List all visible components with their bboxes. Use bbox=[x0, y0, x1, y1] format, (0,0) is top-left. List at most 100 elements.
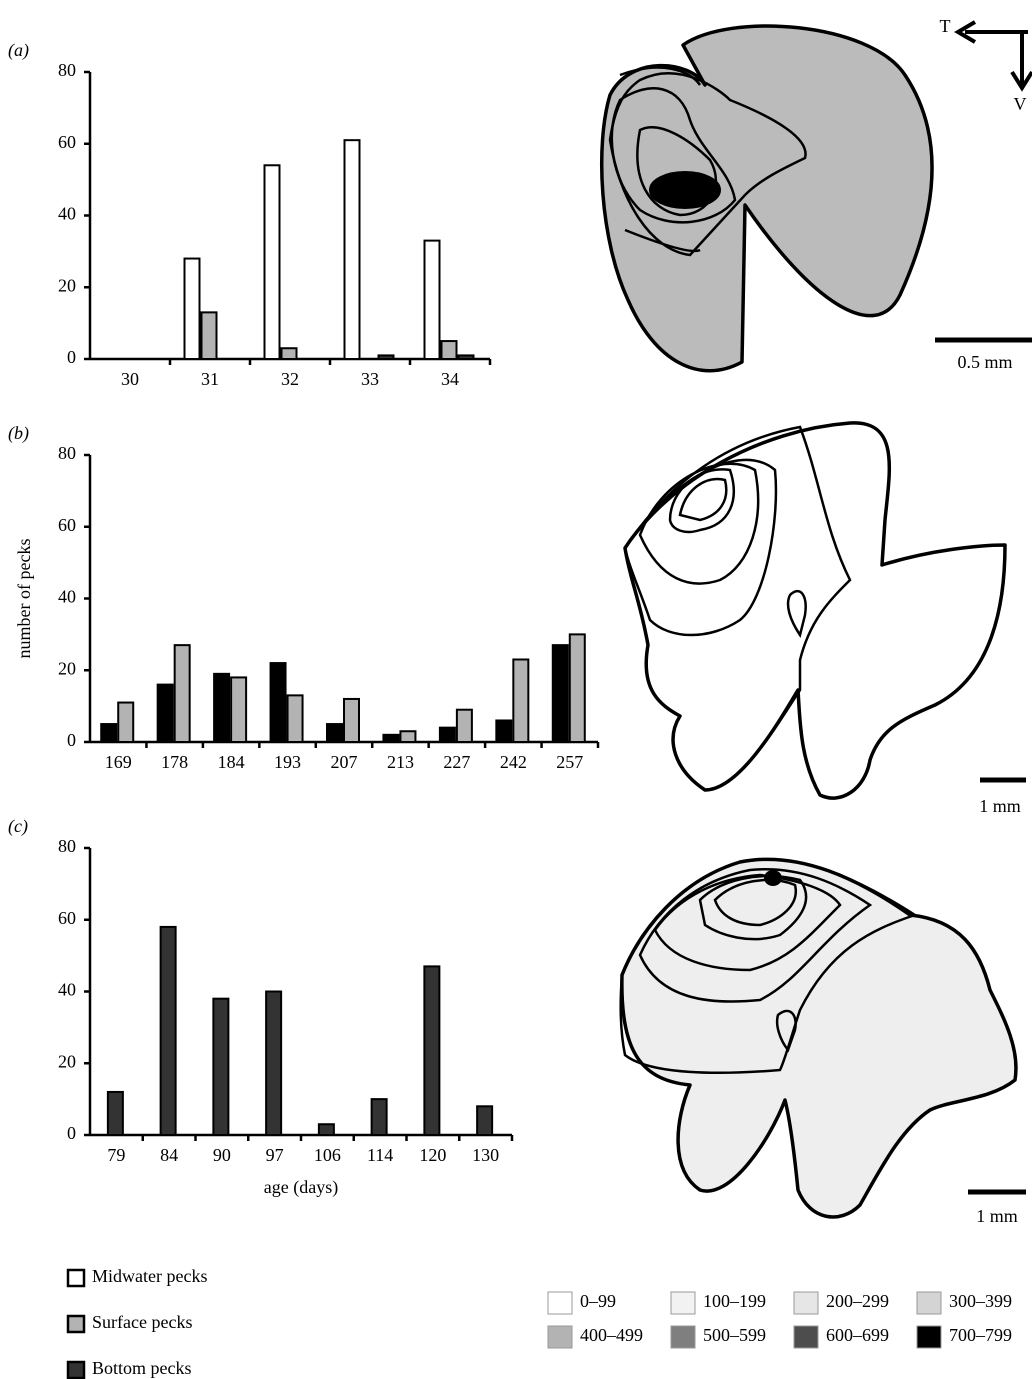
y-tick-label: 60 bbox=[58, 132, 76, 152]
bar bbox=[344, 699, 359, 742]
legend-label: Surface pecks bbox=[92, 1312, 192, 1332]
orientation-label: T bbox=[940, 16, 951, 36]
bar bbox=[265, 165, 280, 359]
x-tick-label: 257 bbox=[556, 752, 583, 772]
bar bbox=[161, 927, 176, 1135]
bar bbox=[158, 685, 173, 742]
x-tick-label: 207 bbox=[331, 752, 358, 772]
x-tick-label: 34 bbox=[441, 369, 459, 389]
scale-label: 1 mm bbox=[979, 796, 1021, 816]
y-tick-label: 80 bbox=[58, 60, 76, 80]
x-tick-label: 97 bbox=[266, 1145, 284, 1165]
panel-label: (c) bbox=[8, 816, 28, 837]
bar bbox=[424, 966, 439, 1135]
orientation-label: V bbox=[1014, 94, 1027, 114]
bar bbox=[345, 140, 360, 359]
bar bbox=[459, 355, 474, 359]
x-tick-label: 193 bbox=[274, 752, 301, 772]
density-label: 200–299 bbox=[826, 1291, 889, 1311]
y-tick-label: 80 bbox=[58, 836, 76, 856]
y-tick-label: 40 bbox=[58, 587, 76, 607]
bar bbox=[202, 312, 217, 359]
bar bbox=[266, 992, 281, 1136]
y-tick-label: 20 bbox=[58, 1051, 76, 1071]
density-swatch bbox=[548, 1326, 572, 1348]
y-tick-label: 0 bbox=[67, 1123, 76, 1143]
bar bbox=[327, 724, 342, 742]
x-tick-label: 130 bbox=[472, 1145, 499, 1165]
bar bbox=[425, 241, 440, 359]
bar bbox=[214, 674, 229, 742]
bar bbox=[372, 1099, 387, 1135]
scale-label: 0.5 mm bbox=[957, 352, 1012, 372]
density-label: 400–499 bbox=[580, 1325, 643, 1345]
density-swatch bbox=[794, 1326, 818, 1348]
bar bbox=[553, 645, 568, 742]
bar bbox=[101, 724, 116, 742]
x-tick-label: 84 bbox=[160, 1145, 178, 1165]
bar bbox=[118, 703, 133, 742]
bar bbox=[383, 735, 398, 742]
y-tick-label: 0 bbox=[67, 730, 76, 750]
density-label: 300–399 bbox=[949, 1291, 1012, 1311]
x-tick-label: 33 bbox=[361, 369, 379, 389]
bar bbox=[175, 645, 190, 742]
y-tick-label: 20 bbox=[58, 275, 76, 295]
density-swatch bbox=[548, 1292, 572, 1314]
bar bbox=[213, 999, 228, 1135]
y-tick-label: 60 bbox=[58, 908, 76, 928]
density-swatch bbox=[917, 1292, 941, 1314]
x-tick-label: 114 bbox=[367, 1145, 393, 1165]
x-tick-label: 32 bbox=[281, 369, 299, 389]
bar bbox=[108, 1092, 123, 1135]
retina-map-c: 1 mm bbox=[621, 859, 1026, 1226]
density-swatch bbox=[671, 1326, 695, 1348]
x-axis-label: age (days) bbox=[264, 1177, 338, 1198]
bar bbox=[271, 663, 286, 742]
x-tick-label: 242 bbox=[500, 752, 527, 772]
x-tick-label: 227 bbox=[443, 752, 470, 772]
bar bbox=[513, 659, 528, 742]
density-label: 500–599 bbox=[703, 1325, 766, 1345]
bar bbox=[288, 695, 303, 742]
x-tick-label: 120 bbox=[419, 1145, 446, 1165]
bar bbox=[185, 259, 200, 359]
figure: T V 0.5 mm 1 mm 1 mm (a) 0 20 40 60 80 30 31 32 3… bbox=[0, 0, 1032, 1379]
y-axis-label: number of pecks bbox=[14, 539, 34, 659]
panel-label: (b) bbox=[8, 423, 29, 444]
retina-map-b: 1 mm bbox=[625, 423, 1026, 816]
x-tick-label: 30 bbox=[121, 369, 139, 389]
bar bbox=[570, 634, 585, 742]
bar bbox=[400, 731, 415, 742]
retina-map-a: T V 0.5 mm bbox=[602, 16, 1032, 372]
density-label: 700–799 bbox=[949, 1325, 1012, 1345]
y-tick-label: 20 bbox=[58, 658, 76, 678]
density-swatch bbox=[671, 1292, 695, 1314]
bar bbox=[442, 341, 457, 359]
y-tick-label: 80 bbox=[58, 443, 76, 463]
legend-swatch bbox=[68, 1362, 84, 1378]
legend-swatch bbox=[68, 1270, 84, 1286]
bar bbox=[496, 720, 511, 742]
y-tick-label: 0 bbox=[67, 347, 76, 367]
legend-swatch bbox=[68, 1316, 84, 1332]
x-tick-label: 184 bbox=[218, 752, 245, 772]
x-tick-label: 31 bbox=[201, 369, 219, 389]
density-label: 0–99 bbox=[580, 1291, 616, 1311]
legend-label: Bottom pecks bbox=[92, 1358, 192, 1378]
x-tick-label: 106 bbox=[314, 1145, 341, 1165]
bar bbox=[477, 1106, 492, 1135]
x-tick-label: 213 bbox=[387, 752, 414, 772]
panel-label: (a) bbox=[8, 40, 29, 61]
legend-label: Midwater pecks bbox=[92, 1266, 207, 1286]
x-tick-label: 90 bbox=[213, 1145, 231, 1165]
density-swatch bbox=[917, 1326, 941, 1348]
density-swatch bbox=[794, 1292, 818, 1314]
bar bbox=[379, 355, 394, 359]
bar bbox=[440, 728, 455, 742]
bar bbox=[319, 1124, 334, 1135]
y-tick-label: 60 bbox=[58, 515, 76, 535]
x-tick-label: 169 bbox=[105, 752, 132, 772]
bar bbox=[457, 710, 472, 742]
density-label: 100–199 bbox=[703, 1291, 766, 1311]
